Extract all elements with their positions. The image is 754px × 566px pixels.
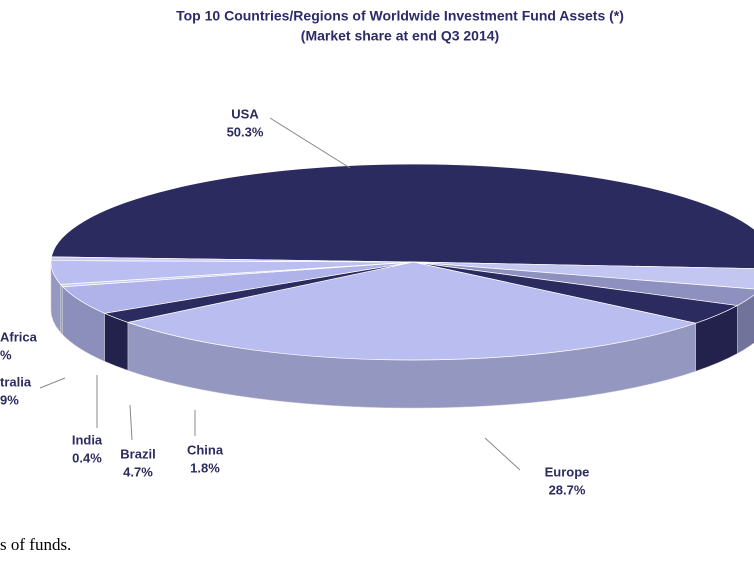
value-label: 50.3% [227,124,264,139]
slice-label: China [187,442,224,457]
slice-label: tralia [0,374,32,389]
value-label: 0.4% [72,450,102,465]
slice-label: Brazil [120,446,155,461]
value-label: 4.7% [123,464,153,479]
leader-line [484,437,521,471]
slice-label: India [72,432,103,447]
body-text: s of funds. [0,535,71,554]
leader-line [269,117,351,169]
value-label: 1.8% [190,460,220,475]
slice-label: Africa [0,329,38,344]
chart-title: Top 10 Countries/Regions of Worldwide In… [176,8,624,24]
slice-label: Europe [545,464,590,479]
value-label: 9% [0,392,19,407]
value-label: % [0,347,12,362]
value-label: 28.7% [549,482,586,497]
leader-line [39,377,66,389]
slice [126,261,698,361]
slice [51,163,754,269]
slice-side [60,283,64,336]
leader-line [129,404,133,441]
slice-label: USA [231,106,259,121]
chart-subtitle: (Market share at end Q3 2014) [301,28,499,44]
slice-side [104,312,129,371]
slice [50,256,414,263]
